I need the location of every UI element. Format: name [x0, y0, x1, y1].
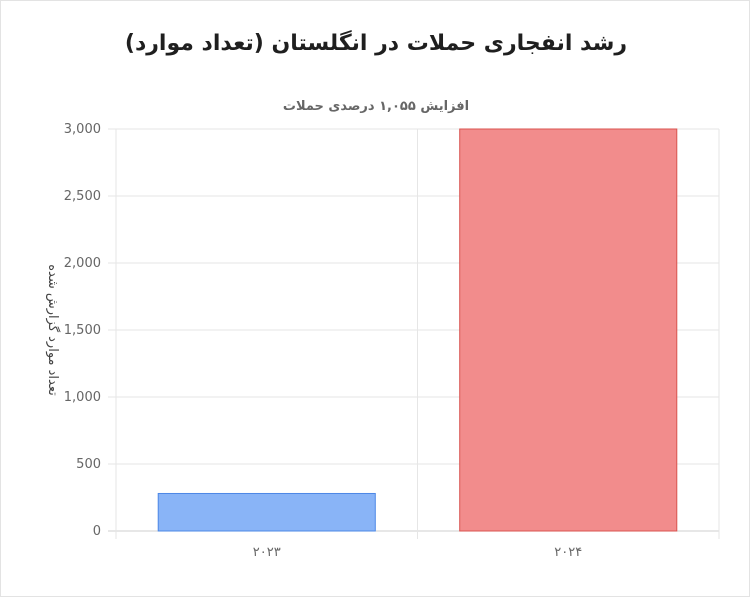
- y-axis-label: تعداد موارد گزارش شده: [45, 264, 61, 396]
- chart-title: رشد انفجاری حملات در انگلستان (تعداد موا…: [124, 31, 628, 56]
- x-tick-label: ۲۰۲۳: [253, 545, 281, 560]
- y-tick-label: 1,000: [64, 390, 101, 405]
- y-tick-label: 500: [76, 457, 101, 472]
- chart-subtitle: افزایش ۱,۰۵۵ درصدی حملات: [283, 99, 469, 114]
- y-tick-label: 2,500: [64, 189, 101, 204]
- x-tick-label: ۲۰۲۴: [554, 545, 582, 560]
- y-tick-label: 3,000: [64, 122, 101, 137]
- bar-1: [459, 128, 678, 532]
- y-tick-label: 2,000: [64, 256, 101, 271]
- y-tick-label: 1,500: [64, 323, 101, 338]
- y-tick-label: 0: [93, 524, 101, 539]
- bar-0: [157, 492, 376, 532]
